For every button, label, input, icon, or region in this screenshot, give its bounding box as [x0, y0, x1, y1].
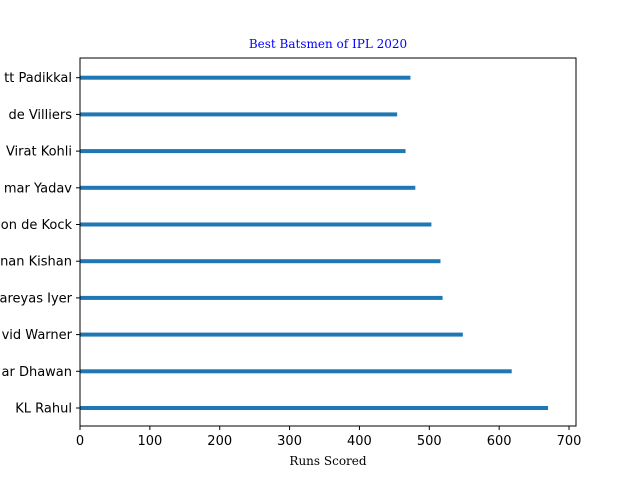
y-tick-label-shikhar-dhawan: ar Dhawan	[2, 365, 73, 380]
bar-suryakumar-yadav	[80, 185, 416, 190]
y-axis: KL Rahul ar Dhawan vid Warner areyas Iyer na…	[0, 71, 80, 417]
x-axis: 0 100 200 300 400 500 600 700	[76, 426, 582, 449]
x-tick-label: 700	[557, 434, 582, 449]
x-tick-label: 200	[207, 434, 232, 449]
x-tick-label: 500	[417, 434, 442, 449]
bar-david-warner	[80, 332, 463, 337]
y-tick-label-kl-rahul: KL Rahul	[15, 402, 72, 417]
bar-ab-de-villiers	[80, 112, 398, 117]
x-tick-label: 0	[76, 434, 84, 449]
bar-shikhar-dhawan	[80, 369, 512, 374]
bar-ishan-kishan	[80, 259, 441, 264]
bar-quinton-de-kock	[80, 222, 432, 227]
y-tick-label-david-warner: vid Warner	[2, 328, 73, 343]
y-tick-label-ab-de-villiers: de Villiers	[8, 108, 72, 123]
y-tick-label-devdutt-padikkal: tt Padikkal	[4, 71, 72, 86]
y-tick-label-suryakumar-yadav: mar Yadav	[4, 181, 72, 196]
x-tick-label: 600	[487, 434, 512, 449]
plot-frame	[79, 57, 577, 427]
x-tick-label: 100	[137, 434, 162, 449]
bar-devdutt-padikkal	[80, 75, 411, 80]
chart-title: Best Batsmen of IPL 2020	[249, 37, 407, 51]
x-tick-label: 400	[347, 434, 372, 449]
bar-kl-rahul	[80, 406, 549, 410]
y-tick-label-shreyas-iyer: areyas Iyer	[0, 291, 73, 306]
x-tick-label: 300	[277, 434, 302, 449]
bar-shreyas-iyer	[80, 295, 443, 300]
x-axis-label: Runs Scored	[289, 454, 366, 468]
y-tick-label-quinton-de-kock: on de Kock	[1, 218, 73, 233]
bar-virat-kohli	[80, 149, 406, 154]
y-tick-label-ishan-kishan: nan Kishan	[0, 255, 72, 270]
bars-layer	[80, 75, 549, 410]
y-tick-label-virat-kohli: Virat Kohli	[6, 145, 72, 160]
